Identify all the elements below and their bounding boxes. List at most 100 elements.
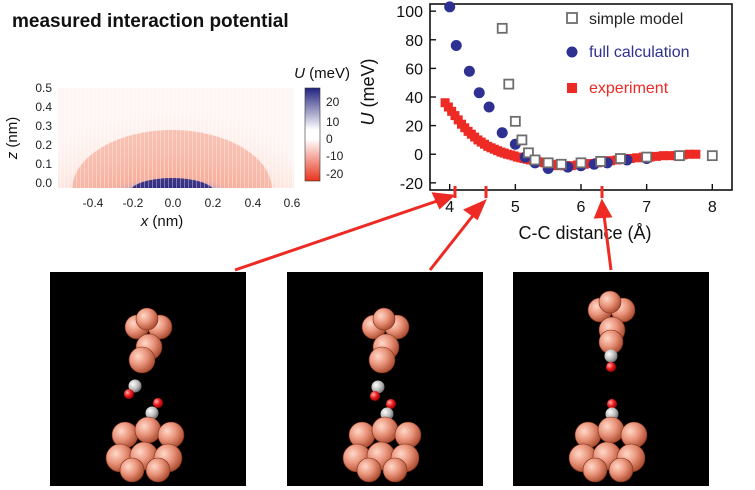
y-tick-label: 20 bbox=[405, 119, 423, 136]
data-point bbox=[473, 87, 485, 99]
heatmap-x-axis: -0.4 -0.2 0.0 0.2 0.4 0.6 x (nm) bbox=[83, 196, 301, 230]
co-molecule-bottom bbox=[145, 398, 163, 420]
arrow-to-panel-1 bbox=[234, 198, 441, 272]
legend-label-experiment: experiment bbox=[589, 80, 669, 97]
data-point bbox=[652, 151, 661, 161]
colorbar-tick: 10 bbox=[326, 115, 340, 129]
data-point bbox=[595, 155, 607, 167]
colorbar-label: U (meV) bbox=[294, 65, 350, 82]
data-point bbox=[496, 127, 508, 139]
tip-cluster bbox=[124, 307, 173, 374]
data-point bbox=[575, 157, 587, 169]
data-point bbox=[529, 154, 541, 166]
arrow-head bbox=[431, 192, 456, 210]
colorbar-tick: -10 bbox=[326, 149, 344, 163]
data-point bbox=[614, 153, 626, 164]
data-point bbox=[483, 101, 495, 113]
heatmap-x-tick: 0.6 bbox=[284, 196, 301, 210]
heatmap-y-label: z (nm) bbox=[4, 117, 21, 161]
x-tick-label: 6 bbox=[577, 199, 586, 216]
data-point bbox=[450, 39, 462, 51]
data-point bbox=[665, 151, 675, 161]
data-point bbox=[684, 149, 694, 159]
heatmap-y-tick: 0.2 bbox=[35, 138, 52, 152]
data-point bbox=[523, 147, 534, 159]
legend: simple model full calculation experiment bbox=[566, 11, 690, 97]
heatmap-y-tick: 0.0 bbox=[35, 176, 52, 190]
plot-y-axis: 100 80 60 40 20 0 -20 bbox=[396, 4, 436, 193]
data-point bbox=[496, 22, 508, 34]
heatmap-x-tick: -0.4 bbox=[83, 196, 104, 210]
tip-cluster bbox=[361, 307, 410, 374]
data-point bbox=[674, 150, 685, 162]
colorbar-tick: -20 bbox=[326, 167, 344, 181]
surface-cluster bbox=[568, 416, 648, 483]
heatmap-y-tick: 0.3 bbox=[35, 119, 52, 133]
data-point bbox=[555, 158, 567, 170]
surface-cluster bbox=[342, 416, 422, 483]
molecule-panel-2 bbox=[287, 272, 483, 486]
heatmap-y-tick: 0.1 bbox=[35, 157, 52, 171]
data-point bbox=[632, 153, 642, 163]
heatmap-x-label: x (nm) bbox=[140, 213, 184, 230]
co-molecule-top bbox=[124, 379, 142, 399]
tip-cluster bbox=[587, 290, 636, 355]
heatmap-x-tick: 0.2 bbox=[205, 196, 222, 210]
colorbar-tick: 0 bbox=[326, 132, 333, 146]
legend-marker-full-calculation bbox=[566, 46, 578, 58]
heatmap-y-tick: 0.4 bbox=[35, 100, 52, 114]
heatmap-x-tick: 0.0 bbox=[165, 196, 182, 210]
x-tick-label: 7 bbox=[642, 199, 651, 216]
y-tick-label: 80 bbox=[405, 33, 423, 50]
data-point bbox=[641, 151, 653, 163]
data-point bbox=[691, 149, 701, 159]
co-molecule-top bbox=[604, 349, 618, 372]
y-tick-label: 100 bbox=[396, 4, 423, 21]
x-tick-label: 5 bbox=[511, 199, 520, 216]
heatmap-y-tick: 0.5 bbox=[35, 81, 52, 95]
x-tick-label: 8 bbox=[708, 199, 717, 216]
arrow-to-panel-2 bbox=[428, 212, 477, 271]
molecule-panel-3 bbox=[513, 272, 709, 486]
y-tick-label: 0 bbox=[414, 147, 423, 164]
heatmap-colorbar: U (meV) 20 10 0 -10 -20 bbox=[294, 65, 350, 182]
arrow-head bbox=[593, 198, 613, 219]
heatmap-image bbox=[58, 88, 294, 188]
heatmap-y-axis: 0.5 0.4 0.3 0.2 0.1 0.0 z (nm) bbox=[4, 81, 52, 190]
colorbar-tick: 20 bbox=[326, 95, 340, 109]
plot-y-label: U (meV) bbox=[358, 59, 378, 126]
y-tick-label: -20 bbox=[400, 176, 423, 193]
data-point bbox=[463, 65, 475, 77]
heatmap-x-tick: -0.2 bbox=[123, 196, 144, 210]
arrow-to-panel-3 bbox=[602, 214, 613, 271]
y-tick-label: 60 bbox=[405, 61, 423, 78]
surface-cluster bbox=[105, 416, 185, 483]
legend-label-simple-model: simple model bbox=[589, 11, 683, 28]
arrow-head bbox=[463, 199, 487, 221]
series-simple-model bbox=[496, 22, 718, 170]
data-point bbox=[706, 150, 718, 162]
data-point bbox=[542, 157, 554, 169]
heatmap-panel: measured interaction potential 0.5 0.4 0… bbox=[4, 11, 350, 230]
annotation-arrows bbox=[234, 186, 613, 272]
co-molecule-top bbox=[370, 380, 385, 401]
data-point bbox=[658, 151, 668, 161]
data-point bbox=[444, 1, 456, 13]
molecule-panel-1 bbox=[50, 272, 246, 486]
x-tick-label: 4 bbox=[445, 199, 454, 216]
y-tick-label: 40 bbox=[405, 90, 423, 107]
legend-marker-simple-model bbox=[566, 12, 578, 24]
legend-marker-experiment bbox=[567, 83, 577, 93]
series-experiment bbox=[440, 98, 701, 171]
legend-label-full-calculation: full calculation bbox=[589, 44, 690, 61]
plot-series bbox=[440, 1, 718, 175]
data-point bbox=[503, 78, 515, 90]
plot-x-label: C-C distance (Å) bbox=[518, 223, 651, 243]
heatmap-x-tick: 0.4 bbox=[245, 196, 262, 210]
scatter-panel: 100 80 60 40 20 0 -20 4 5 6 7 8 U (meV) C-C distan… bbox=[358, 1, 733, 243]
data-point bbox=[516, 134, 528, 146]
colorbar-gradient bbox=[304, 87, 321, 182]
heatmap-title: measured interaction potential bbox=[12, 11, 289, 32]
data-point bbox=[509, 115, 521, 127]
